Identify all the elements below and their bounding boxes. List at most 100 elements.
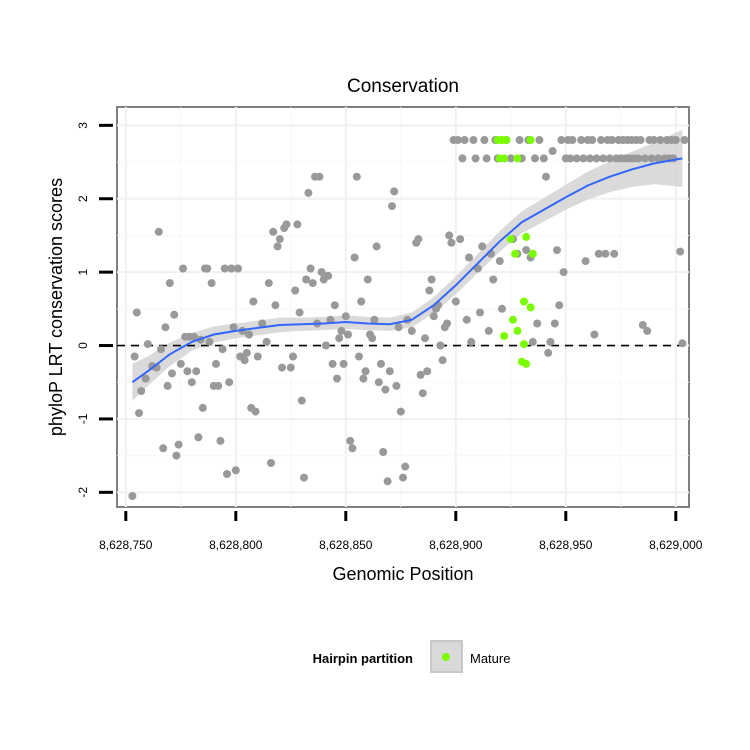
- data-point-other: [172, 451, 181, 460]
- data-point-other: [416, 370, 425, 379]
- data-point-other: [229, 323, 238, 332]
- data-point-other: [291, 286, 300, 295]
- data-point-other: [480, 136, 489, 144]
- data-point-other: [374, 378, 383, 387]
- data-point-other: [531, 154, 539, 163]
- data-point-other: [429, 312, 438, 321]
- data-point-other: [273, 242, 282, 251]
- data-point-mature: [522, 232, 531, 241]
- data-point-other: [212, 359, 220, 368]
- data-point-other: [207, 279, 216, 288]
- data-point-other: [423, 367, 432, 376]
- data-point-other: [460, 136, 469, 144]
- data-point-other: [579, 154, 588, 163]
- data-point-other: [443, 319, 451, 328]
- data-point-mature: [526, 136, 535, 144]
- data-point-mature: [520, 340, 528, 349]
- data-point-other: [344, 330, 352, 339]
- data-point-other: [216, 436, 225, 445]
- data-point-other: [399, 473, 407, 482]
- data-point-other: [295, 308, 304, 317]
- data-point-other: [436, 341, 445, 350]
- data-points: [128, 136, 689, 500]
- data-point-other: [557, 136, 566, 144]
- x-tick-label: 8,628,900: [429, 538, 483, 552]
- data-point-other: [278, 363, 286, 372]
- data-point-other: [242, 348, 251, 357]
- data-point-other: [680, 136, 689, 144]
- data-point-other: [363, 275, 372, 284]
- data-point-other: [179, 264, 187, 273]
- data-point-other: [128, 492, 137, 500]
- data-point-other: [218, 345, 227, 354]
- data-point-other: [234, 264, 242, 273]
- data-point-other: [515, 136, 524, 144]
- data-point-other: [438, 356, 447, 365]
- data-point-other: [568, 136, 577, 144]
- data-point-other: [143, 340, 152, 349]
- data-point-mature: [528, 249, 537, 258]
- data-point-other: [597, 136, 605, 144]
- data-point-other: [359, 374, 368, 383]
- data-point-other: [293, 220, 302, 229]
- data-point-other: [137, 387, 146, 395]
- data-point-other: [462, 315, 471, 324]
- data-point-other: [269, 227, 278, 236]
- data-point-other: [418, 389, 427, 398]
- data-point-other: [678, 339, 687, 348]
- data-point-other: [599, 154, 608, 163]
- x-axis-title: Genomic Position: [332, 564, 473, 584]
- data-point-other: [330, 301, 339, 310]
- x-tick-label: 8,628,950: [539, 538, 593, 552]
- y-tick-label: 2: [76, 195, 90, 202]
- data-point-other: [553, 246, 561, 255]
- data-point-other: [401, 462, 410, 471]
- data-point-other: [271, 301, 280, 310]
- loess-confidence-band: [132, 129, 683, 401]
- data-point-other: [355, 352, 363, 361]
- data-point-other: [572, 154, 581, 163]
- data-point-other: [361, 367, 370, 376]
- data-point-other: [586, 154, 594, 163]
- x-tick-label: 8,628,850: [319, 538, 373, 552]
- y-tick-label: 1: [76, 268, 90, 275]
- x-tick-label: 8,629,000: [649, 538, 703, 552]
- data-point-other: [381, 385, 390, 394]
- data-point-other: [656, 136, 665, 144]
- data-point-other: [192, 367, 201, 376]
- y-axis-title: phyloP LRT conservation scores: [46, 178, 66, 436]
- data-point-other: [168, 369, 176, 378]
- data-point-other: [498, 304, 506, 313]
- data-point-other: [445, 231, 454, 240]
- data-point-other: [341, 312, 350, 321]
- data-point-other: [198, 403, 207, 412]
- data-point-mature: [500, 154, 509, 163]
- data-point-other: [465, 253, 473, 262]
- data-point-other: [333, 374, 341, 383]
- data-point-other: [306, 264, 315, 273]
- data-point-other: [174, 440, 183, 449]
- data-point-other: [638, 321, 647, 329]
- data-point-other: [249, 297, 258, 306]
- data-point-other: [555, 301, 564, 310]
- loess-fit-line: [131, 157, 683, 384]
- legend-label-mature: Mature: [470, 651, 510, 666]
- data-point-other: [390, 187, 399, 196]
- axes: 8,628,750 8,628,800 8,628,850 8,628,900 8,62…: [76, 122, 703, 552]
- data-point-other: [649, 136, 658, 144]
- data-point-other: [264, 279, 273, 288]
- data-point-mature: [511, 249, 520, 258]
- data-point-other: [590, 330, 599, 339]
- data-point-other: [385, 367, 394, 376]
- data-point-other: [636, 136, 645, 144]
- data-point-other: [346, 436, 355, 445]
- data-point-other: [227, 264, 236, 273]
- data-point-other: [322, 341, 330, 350]
- data-point-other: [170, 310, 179, 319]
- data-point-other: [594, 249, 603, 258]
- data-point-other: [286, 363, 295, 372]
- data-point-other: [187, 378, 196, 387]
- data-point-other: [469, 136, 478, 144]
- data-point-other: [308, 279, 317, 288]
